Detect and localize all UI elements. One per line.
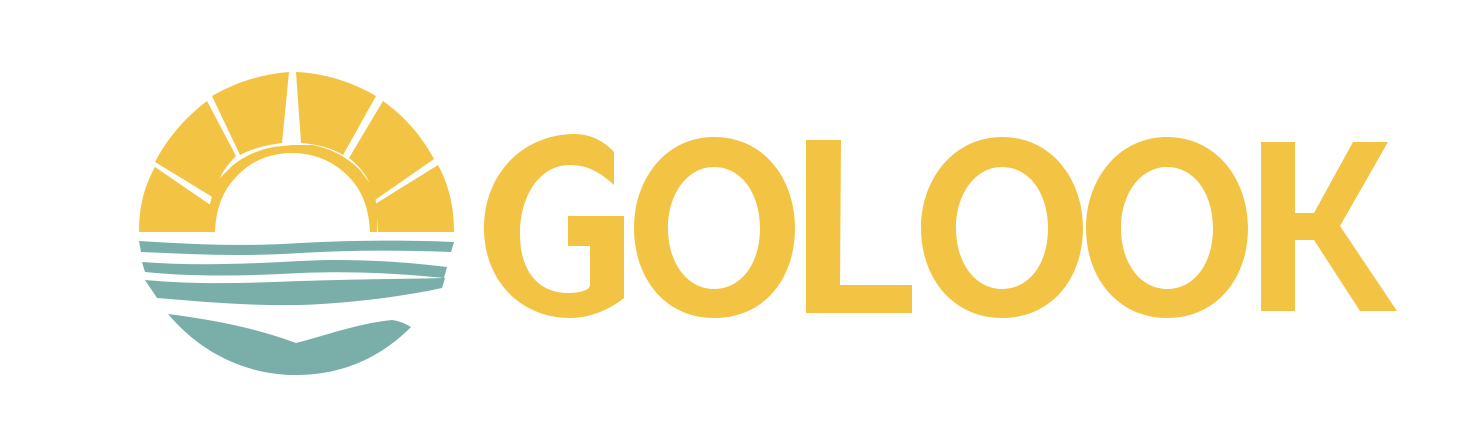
wordmark-letter-o-1 [634,137,795,318]
wordmark-letter-o-2 [921,137,1083,318]
sea-wave-1 [139,240,454,255]
wordmark-letter-l [806,140,912,313]
sea-icon [139,240,454,375]
sea-wave-2 [142,259,447,278]
sun-ray-segment-2 [155,101,236,198]
sea-wave-4 [168,314,411,375]
sun-ray-segment-1 [139,167,212,232]
sun-ray-segment-6 [372,165,454,232]
sun-ray-segment-3 [212,72,289,155]
sea-wave-3 [145,278,445,306]
wordmark-letter-k [1261,142,1397,311]
sun-ray-segment-4 [296,72,376,155]
sun-icon [139,72,454,232]
wordmark-letter-g [484,134,624,318]
sun-ray-segment-5 [349,101,434,200]
sun-rays [139,72,454,232]
wordmark-golook [484,134,1397,318]
sun-core [214,150,378,232]
wordmark-letter-o-3 [1086,137,1248,318]
sunrise-over-sea-icon [139,72,454,375]
